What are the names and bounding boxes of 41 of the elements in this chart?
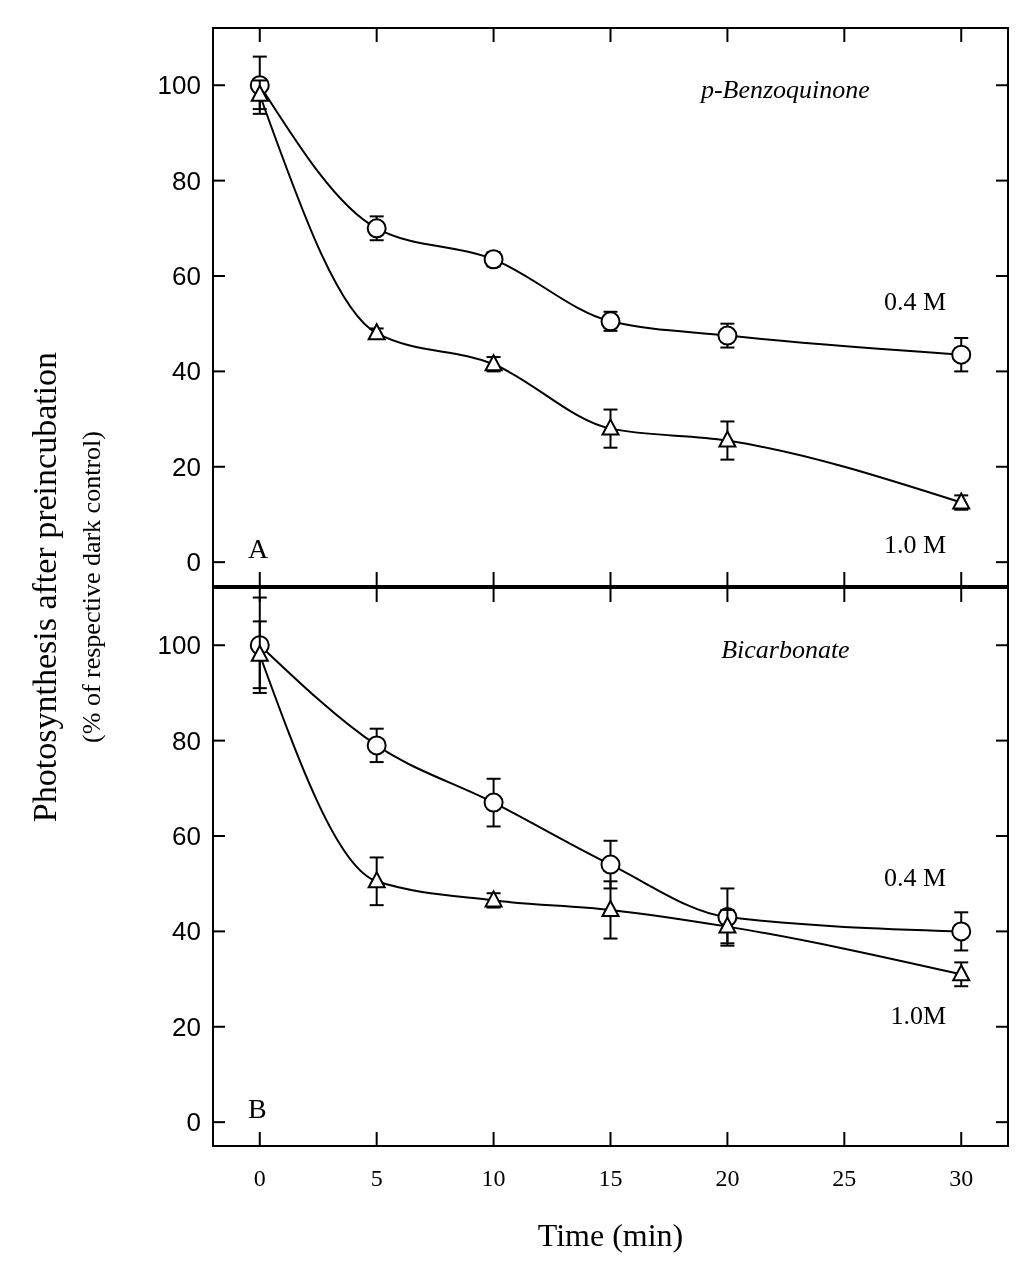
- point: [483, 792, 504, 813]
- series-label: 0.4 M: [884, 863, 947, 893]
- series-label: 0.4 M: [884, 286, 947, 316]
- y-tick-label: 0: [186, 1107, 201, 1138]
- point: [366, 735, 387, 756]
- point: [601, 899, 620, 917]
- x-tick-label: 5: [370, 1165, 383, 1191]
- point: [600, 854, 621, 875]
- text: p-Benzoquinone: [698, 75, 870, 104]
- y-tick-label: 40: [172, 356, 201, 387]
- y-tick-label: 80: [172, 165, 201, 196]
- annotation: B: [248, 1093, 267, 1124]
- point: [718, 430, 737, 448]
- y-tick-label: 20: [172, 1011, 201, 1042]
- point: [718, 916, 737, 934]
- point: [952, 964, 971, 982]
- y-tick-label: 0: [186, 547, 201, 578]
- y-tick-label: 20: [172, 451, 201, 482]
- y-tick-label: 100: [157, 70, 201, 101]
- x-tick-label: 15: [598, 1165, 623, 1191]
- y-tick-label: 100: [157, 630, 201, 661]
- legend-label: 1.0 M: [884, 529, 947, 559]
- annotation: A: [248, 533, 269, 564]
- x-tick-label: 25: [832, 1165, 857, 1191]
- y-axis-title: Photosynthesis after preincubation (% of respective dark control): [26, 351, 106, 823]
- point: [951, 344, 972, 365]
- x-tick-label: 20: [715, 1165, 740, 1191]
- x-tick-label: 30: [949, 1165, 974, 1191]
- y-tick-label: 60: [172, 261, 201, 291]
- point: [951, 921, 972, 942]
- point: [367, 323, 386, 341]
- legend-label: 1.0M: [890, 1001, 947, 1031]
- y-tick-label: 60: [172, 821, 201, 851]
- x-tick-label: 10: [481, 1165, 506, 1191]
- y-tick-label: 40: [172, 916, 201, 947]
- y-tick-label: 80: [172, 725, 201, 756]
- x-axis-title: Time (min): [537, 1217, 684, 1253]
- point: [367, 871, 386, 889]
- point: [601, 418, 620, 436]
- text: Bicarbonate: [721, 635, 850, 664]
- x-tick-label: 0: [253, 1165, 266, 1191]
